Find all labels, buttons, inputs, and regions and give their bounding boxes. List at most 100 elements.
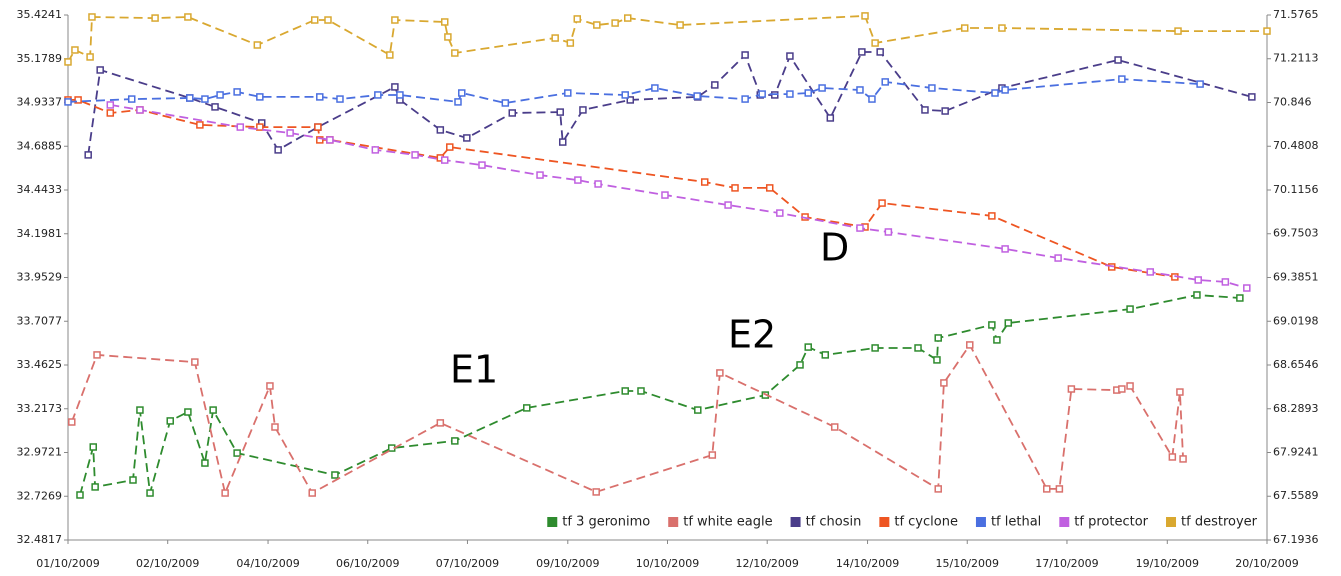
point: [86, 53, 94, 61]
point: [1236, 294, 1244, 302]
point: [868, 95, 876, 103]
point: [876, 48, 884, 56]
point: [88, 13, 96, 21]
point: [68, 418, 76, 426]
legend-label: tf destroyer: [1181, 515, 1258, 530]
point: [316, 136, 324, 144]
point: [440, 18, 449, 26]
point: [993, 336, 1001, 344]
point: [921, 106, 929, 114]
point: [196, 121, 204, 129]
point: [71, 46, 79, 54]
point: [440, 156, 449, 164]
point: [64, 58, 72, 66]
point: [821, 351, 830, 359]
x-tick-label: 07/10/2009: [436, 557, 499, 570]
point: [741, 51, 749, 59]
y-tick-label: 34.1981: [17, 227, 63, 240]
point: [914, 344, 922, 352]
point: [274, 146, 282, 154]
point: [878, 199, 886, 207]
point: [818, 84, 826, 92]
point: [256, 123, 264, 131]
x-tick-label: 02/10/2009: [136, 557, 199, 570]
point: [127, 95, 136, 103]
point: [934, 485, 942, 493]
point: [856, 224, 864, 232]
series-line: [68, 99, 1176, 278]
point: [266, 382, 274, 390]
point: [64, 98, 72, 106]
y-tick-label: 35.4241: [17, 8, 63, 21]
y-tick-label: 32.4817: [17, 533, 63, 546]
point: [84, 151, 92, 159]
point: [758, 90, 766, 98]
point: [446, 143, 454, 151]
point: [991, 89, 999, 97]
y-tick-label: 33.2173: [17, 402, 63, 415]
point: [1196, 80, 1204, 88]
point: [216, 91, 224, 99]
point: [391, 16, 399, 24]
point: [1054, 254, 1062, 262]
point: [858, 48, 866, 56]
y2-tick-label: 69.3851: [1273, 270, 1319, 283]
x-tick-label: 01/10/2009: [36, 557, 99, 570]
point: [374, 91, 382, 99]
x-tick-label: 14/10/2009: [836, 557, 899, 570]
y2-tick-label: 69.0198: [1273, 314, 1319, 327]
point: [1114, 56, 1122, 64]
point: [129, 476, 137, 484]
point: [201, 459, 209, 467]
point: [151, 14, 159, 22]
y2-tick-label: 68.6546: [1273, 358, 1319, 371]
point: [966, 341, 974, 349]
point: [336, 95, 344, 103]
point: [637, 387, 645, 395]
point: [221, 489, 229, 497]
point: [523, 404, 531, 412]
legend-swatch: [879, 517, 890, 527]
y2-tick-label: 70.846: [1273, 96, 1312, 109]
point: [623, 14, 632, 22]
point: [1243, 284, 1251, 292]
point: [209, 406, 217, 414]
y-tick-label: 35.1789: [17, 52, 63, 65]
point: [693, 92, 701, 100]
annotation: E1: [450, 348, 498, 392]
x-tick-label: 17/10/2009: [1035, 557, 1098, 570]
point: [451, 49, 459, 57]
annotation: D: [820, 226, 849, 270]
point: [1263, 27, 1271, 35]
point: [861, 12, 869, 20]
legend-label: tf white eagle: [683, 515, 772, 530]
point: [592, 488, 600, 496]
point: [621, 387, 629, 395]
point: [621, 91, 629, 99]
point: [136, 106, 144, 114]
point: [1168, 453, 1177, 461]
point: [796, 361, 804, 369]
point: [386, 51, 394, 59]
point: [558, 138, 567, 146]
point: [934, 334, 942, 342]
legend-label: tf cyclone: [894, 515, 958, 530]
point: [856, 86, 864, 94]
point: [501, 99, 510, 107]
point: [324, 16, 332, 24]
x-tick-label: 15/10/2009: [936, 557, 999, 570]
point: [331, 471, 339, 479]
point: [776, 209, 784, 217]
point: [106, 101, 115, 109]
point: [91, 483, 99, 491]
point: [708, 451, 717, 459]
point: [463, 134, 471, 142]
point: [804, 89, 812, 97]
series-line: [70, 343, 1184, 496]
point: [326, 136, 334, 144]
legend-label: tf lethal: [991, 515, 1041, 530]
point: [253, 41, 262, 49]
point: [564, 89, 572, 97]
point: [1067, 385, 1076, 393]
